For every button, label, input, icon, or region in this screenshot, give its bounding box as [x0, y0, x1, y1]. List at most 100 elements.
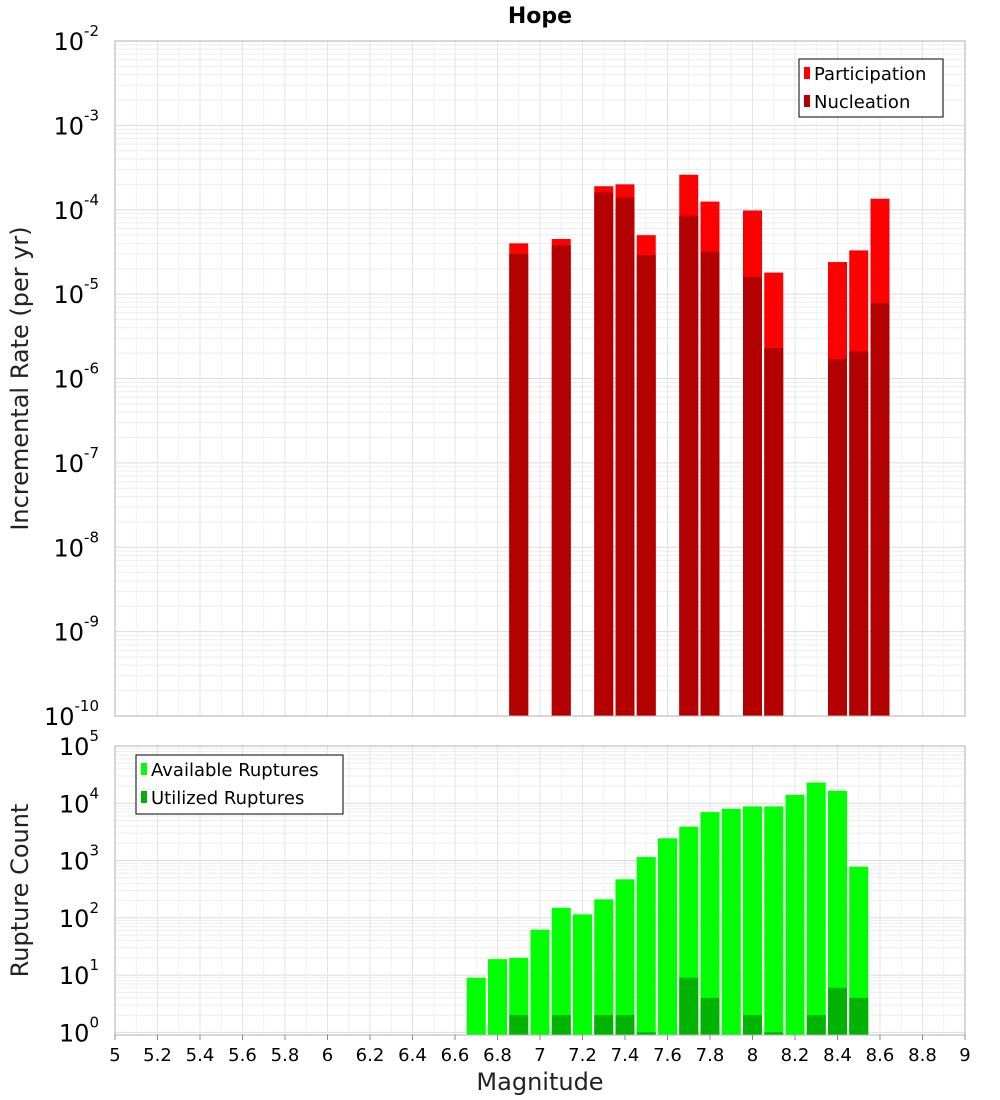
count-bar-b [679, 977, 699, 1035]
rupture-count-plot-bars [466, 782, 869, 1035]
x-tick-label: 7.6 [653, 1045, 682, 1066]
count-bar-a [636, 857, 656, 1035]
x-tick-label: 6.2 [356, 1045, 385, 1066]
x-tick-label: 8 [747, 1045, 758, 1066]
count-bar-a [828, 790, 847, 1035]
rate-y-tick-label: 10-6 [53, 360, 99, 394]
rate-plot-y-ticks: 10-2 10-3 10-4 10-5 10-6 10-7 10-8 10-9 10-10 [44, 22, 99, 731]
rate-bar-b [594, 192, 614, 717]
x-tick-label: 5 [109, 1045, 120, 1066]
count-bar-a [743, 806, 762, 1035]
rupture-count-plot-legend: Available Ruptures Utilized Ruptures [135, 754, 344, 815]
x-axis-label: Magnitude [476, 1068, 603, 1096]
rate-y-tick-label: 10-10 [44, 697, 99, 731]
rate-legend-label: Nucleation [814, 92, 910, 113]
x-tick-label: 5.2 [143, 1045, 172, 1066]
rate-bar-b [828, 359, 847, 716]
rate-plot-legend: Participation Nucleation [798, 58, 944, 118]
rate-legend-swatch [804, 95, 810, 107]
count-legend-label: Available Ruptures [151, 760, 319, 781]
rupture-count-plot-y-axis-label: Rupture Count [6, 804, 34, 978]
rate-bar-b [679, 215, 699, 717]
rate-legend-swatch [804, 67, 810, 79]
x-tick-label: 9 [959, 1045, 970, 1066]
count-bar-a [700, 812, 720, 1035]
rate-bar-b [636, 255, 656, 716]
count-legend-swatch [141, 763, 147, 775]
count-bar-a [764, 806, 784, 1035]
rate-legend-box [798, 58, 944, 118]
x-tick-label: 5.8 [271, 1045, 300, 1066]
count-bar-b [551, 1015, 571, 1035]
rupture-count-plot-y-ticks: 105 104 103 102 101 100 [59, 727, 99, 1047]
count-bar-b [615, 1015, 635, 1035]
count-bar-a [658, 838, 677, 1035]
x-tick-label: 7.4 [611, 1045, 640, 1066]
count-bar-a [721, 808, 741, 1035]
count-bar-a [849, 866, 869, 1035]
x-tick-label: 6 [322, 1045, 333, 1066]
count-y-tick-label: 105 [59, 727, 99, 761]
x-tick-label: 5.4 [186, 1045, 215, 1066]
count-bar-a [615, 879, 635, 1035]
rate-bar-b [551, 245, 571, 717]
x-tick-label: 7.8 [696, 1045, 725, 1066]
rate-y-tick-label: 10-9 [53, 613, 99, 647]
rate-y-tick-label: 10-3 [53, 106, 99, 140]
count-bar-a [806, 782, 826, 1035]
count-bar-b [636, 1032, 656, 1035]
count-bar-b [594, 1015, 614, 1035]
rate-bar-b [700, 251, 720, 716]
rate-bar-b [870, 303, 890, 716]
count-y-tick-label: 103 [59, 842, 99, 876]
count-bar-b [743, 1015, 762, 1035]
count-y-tick-label: 100 [59, 1013, 99, 1047]
count-bar-a [594, 899, 614, 1035]
count-bar-b [764, 1032, 784, 1035]
count-bar-a [551, 907, 571, 1035]
x-tick-label: 5.6 [228, 1045, 257, 1066]
count-y-tick-label: 102 [59, 899, 99, 933]
rate-plot-bars [509, 174, 890, 717]
count-bar-a [573, 914, 592, 1035]
count-y-tick-label: 101 [59, 956, 99, 990]
rate-bar-b [764, 347, 784, 716]
count-bar-b [700, 997, 720, 1035]
count-bar-a [785, 794, 805, 1035]
rate-bar-b [509, 253, 529, 716]
count-legend-swatch [141, 791, 147, 803]
rate-y-tick-label: 10-8 [53, 528, 99, 562]
rate-y-tick-label: 10-5 [53, 275, 99, 309]
rate-plot-y-axis-label: Incremental Rate (per yr) [6, 226, 34, 530]
rate-y-tick-label: 10-7 [53, 444, 99, 478]
count-bar-a [466, 977, 486, 1035]
x-tick-label: 7 [534, 1045, 545, 1066]
rate-plot: 10-2 10-3 10-4 10-5 10-6 10-7 10-8 10-9 10-10 In… [6, 22, 966, 731]
rate-bar-b [615, 197, 635, 717]
x-tick-label: 8.4 [823, 1045, 852, 1066]
x-tick-label: 8.6 [866, 1045, 895, 1066]
count-bar-b [509, 1015, 529, 1035]
x-tick-label: 8.2 [781, 1045, 810, 1066]
count-bar-b [806, 1015, 826, 1035]
chart-title: Hope [508, 4, 572, 29]
rate-bar-b [849, 351, 869, 716]
x-tick-label: 7.2 [568, 1045, 597, 1066]
count-legend-label: Utilized Ruptures [151, 788, 304, 809]
x-tick-label: 6.8 [483, 1045, 512, 1066]
x-tick-label: 6.4 [398, 1045, 427, 1066]
x-tick-label: 8.8 [908, 1045, 937, 1066]
count-bar-b [849, 997, 869, 1035]
rate-bar-b [743, 276, 762, 716]
rate-plot-frame [114, 40, 966, 717]
count-bar-a [530, 929, 550, 1035]
rate-plot-grid [114, 40, 966, 717]
rate-legend-label: Participation [814, 64, 926, 85]
x-tick-label: 6.6 [441, 1045, 470, 1066]
count-legend-box [135, 754, 344, 815]
rate-y-tick-label: 10-4 [53, 191, 99, 225]
rate-y-tick-label: 10-2 [53, 22, 99, 56]
count-y-tick-label: 104 [59, 784, 99, 818]
count-bar-a [488, 959, 507, 1035]
